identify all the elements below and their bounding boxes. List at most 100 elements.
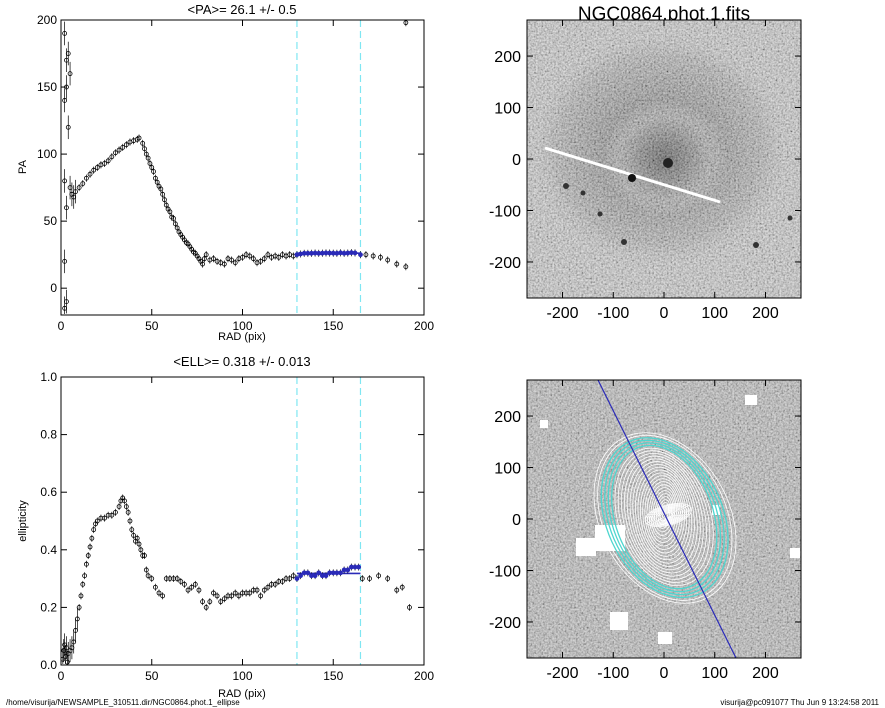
star — [628, 174, 636, 182]
pa-point — [171, 214, 176, 222]
isophote-ellipse — [653, 507, 684, 523]
isophote-ellipse — [651, 506, 686, 524]
ellipticity-data-points — [60, 494, 412, 665]
pa-point — [312, 249, 318, 257]
pa-ytick-label: 0 — [50, 281, 57, 295]
isophote-ellipse — [623, 455, 704, 577]
ell-point — [149, 575, 155, 583]
ell-point — [113, 508, 118, 516]
ell-point — [102, 514, 107, 522]
ell-point — [84, 560, 89, 568]
pa-point — [203, 251, 209, 259]
image-ytick-label: 0 — [512, 152, 521, 169]
ell-point — [312, 572, 318, 580]
ell-point — [319, 572, 325, 580]
pa-point — [76, 184, 82, 192]
star — [753, 242, 759, 248]
pa-point — [65, 41, 71, 66]
image-ytick-label: -100 — [489, 563, 521, 580]
pa-point — [172, 220, 178, 228]
ell-point — [182, 580, 187, 588]
pa-point — [142, 145, 147, 153]
ell-point — [203, 603, 209, 611]
ell-point — [280, 578, 285, 585]
ell-point — [91, 526, 97, 534]
ell-point — [123, 503, 129, 511]
ell-point — [385, 575, 391, 583]
image-xtick-label: 0 — [660, 305, 669, 322]
pa-ylabel: PA — [17, 159, 29, 174]
ell-point — [214, 592, 220, 600]
pa-point — [221, 260, 227, 268]
pa-point — [294, 251, 300, 259]
ell-point — [221, 595, 227, 603]
pa-point — [62, 169, 68, 193]
ell-point — [207, 598, 213, 606]
pa-point — [211, 255, 216, 263]
pa-point — [87, 170, 93, 178]
pa-point — [162, 196, 167, 204]
ell-point — [290, 572, 296, 580]
isophote-ellipse — [632, 463, 695, 567]
ell-point — [125, 508, 131, 516]
ell-ytick-label: 0.6 — [40, 485, 57, 499]
ell-point — [160, 592, 166, 600]
pa-xlabel: RAD (pix) — [218, 331, 266, 343]
ell-point — [272, 580, 278, 588]
image-xtick-label: 100 — [701, 665, 728, 682]
ell-point — [407, 603, 412, 611]
isophote-ellipse — [620, 452, 707, 580]
pa-point — [91, 166, 97, 174]
ell-point — [87, 543, 93, 551]
ell-point — [74, 607, 80, 631]
pa-point — [123, 141, 129, 149]
isophote-ellipse — [649, 505, 688, 525]
pa-point — [105, 157, 111, 165]
image-ytick-label: -100 — [489, 203, 521, 220]
pa-point — [147, 159, 153, 168]
image-ytick-label: -200 — [489, 615, 521, 632]
pa-point — [62, 249, 68, 274]
isophote-ellipse — [604, 439, 725, 596]
ell-point — [232, 589, 238, 597]
pa-point — [316, 249, 322, 257]
image-xtick-label: 0 — [660, 665, 669, 682]
isophote-ellipse — [614, 447, 714, 586]
pa-point — [174, 224, 180, 232]
ell-ytick-label: 0.2 — [40, 600, 57, 614]
isophote-ellipse — [637, 469, 690, 561]
ell-xtick-label: 0 — [58, 669, 65, 683]
ell-point — [265, 583, 271, 591]
star — [787, 215, 793, 221]
isophote-ellipse — [600, 437, 729, 599]
pa-point — [225, 255, 231, 263]
ell-point — [261, 586, 267, 594]
ell-point — [258, 592, 264, 600]
image-ytick-label: 200 — [494, 409, 521, 426]
pa-point — [167, 208, 173, 216]
ell-point — [254, 586, 260, 594]
pa-point — [102, 159, 107, 168]
major-axis-line — [597, 380, 737, 658]
isophote-ellipse — [626, 458, 701, 574]
pa-point — [152, 174, 158, 182]
isophote-ellipse — [611, 444, 718, 590]
pa-point — [352, 249, 358, 257]
pa-point — [287, 251, 293, 259]
pa-ytick-label: 100 — [37, 147, 57, 161]
pa-point — [363, 251, 369, 259]
ell-point — [192, 580, 198, 588]
pa-point — [158, 185, 164, 193]
ell-point — [305, 569, 311, 577]
pa-ticks: 0 50 100 150 200 0 50 100 150 200 — [37, 13, 434, 333]
ell-point — [330, 569, 336, 577]
pa-point — [65, 115, 71, 140]
pa-point — [109, 153, 115, 161]
pa-point — [323, 249, 329, 257]
image-xtick-label: 100 — [701, 305, 728, 322]
ell-point — [143, 566, 149, 574]
pa-point — [247, 252, 253, 260]
pa-point — [140, 139, 146, 147]
pa-point — [71, 185, 77, 209]
pa-point — [62, 21, 68, 46]
